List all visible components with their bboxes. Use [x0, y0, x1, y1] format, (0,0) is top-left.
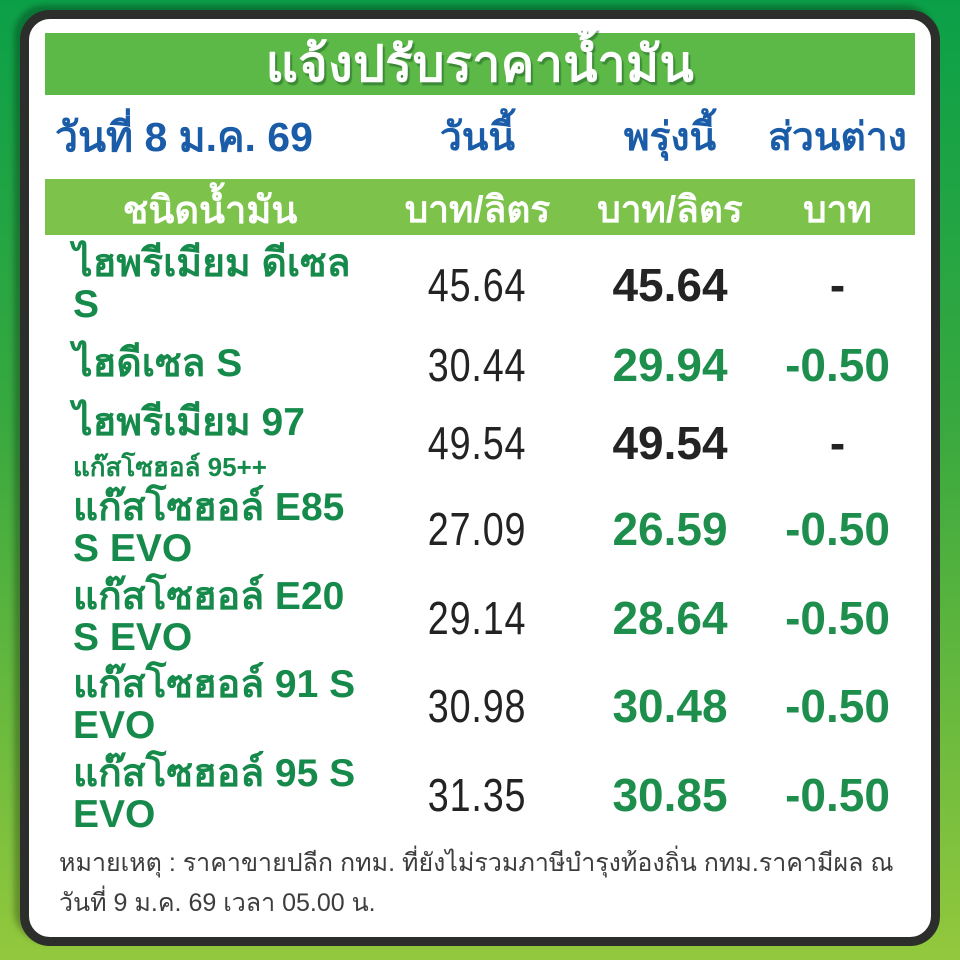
price-tomorrow: 30.48	[612, 680, 728, 733]
price-announcement-card: แจ้งปรับราคาน้ำมัน วันที่ 8 ม.ค. 69 วันน…	[20, 10, 940, 946]
footnote: หมายเหตุ : ราคาขายปลีก กทม. ที่ยังไม่รวม…	[45, 843, 915, 927]
price-difference: -0.50	[785, 503, 890, 556]
footnote-text: หมายเหตุ : ราคาขายปลีก กทม. ที่ยังไม่รวม…	[59, 849, 894, 917]
price-difference: -0.50	[785, 680, 890, 733]
table-header-row: ชนิดน้ำมัน บาท/ลิตร บาท/ลิตร บาท	[45, 179, 915, 235]
fuel-name: แก๊สโซฮอล์ 91 S EVO	[73, 663, 356, 748]
diff-unit-header: บาท	[803, 189, 872, 230]
date-header-row: วันที่ 8 ม.ค. 69 วันนี้ พรุ่งนี้ ส่วนต่า…	[45, 95, 915, 179]
fuel-name-main: ไฮพรีเมียม 97	[73, 401, 305, 445]
fuel-name: แก๊สโซฮอล์ 95 S EVO	[73, 751, 356, 836]
price-tomorrow: 49.54	[612, 416, 728, 469]
fuel-name: แก๊สโซฮอล์ E85 S EVO	[73, 486, 345, 571]
price-tomorrow: 30.85	[612, 768, 728, 821]
fuel-name: ไฮพรีเมียม 97 แก๊สโซฮอล์ 95++	[45, 401, 375, 483]
title-banner: แจ้งปรับราคาน้ำมัน	[45, 33, 915, 95]
price-today: 31.35	[428, 768, 527, 821]
price-tomorrow: 26.59	[612, 503, 728, 556]
announcement-date: วันที่ 8 ม.ค. 69	[55, 113, 313, 160]
price-tomorrow: 29.94	[612, 338, 728, 391]
price-today: 49.54	[428, 416, 527, 469]
fuel-type-header: ชนิดน้ำมัน	[122, 190, 298, 232]
price-tomorrow: 28.64	[612, 591, 728, 644]
price-difference: -0.50	[785, 338, 890, 391]
tomorrow-unit-header: บาท/ลิตร	[597, 189, 743, 230]
price-today: 30.44	[428, 338, 527, 391]
table-row: ไฮพรีเมียม 97 แก๊สโซฮอล์ 95++ 49.54 49.5…	[45, 401, 915, 483]
fuel-name-subtitle: แก๊สโซฮอล์ 95++	[73, 452, 267, 483]
difference-column-label: ส่วนต่าง	[768, 116, 907, 159]
price-today: 30.98	[428, 680, 527, 733]
today-unit-header: บาท/ลิตร	[404, 189, 551, 230]
table-row: แก๊สโซฮอล์ 95 S EVO 31.35 30.85 -0.50	[45, 751, 915, 836]
price-table-body: ไฮพรีเมียม ดีเซล S 45.64 45.64 - ไฮดีเซล…	[45, 235, 915, 843]
tomorrow-column-label: พรุ่งนี้	[623, 116, 717, 159]
price-difference: -0.50	[785, 591, 890, 644]
today-column-label: วันนี้	[439, 116, 516, 159]
fuel-name: ไฮพรีเมียม ดีเซล S	[73, 242, 351, 327]
price-today: 27.09	[428, 503, 527, 556]
table-row: แก๊สโซฮอล์ 91 S EVO 30.98 30.48 -0.50	[45, 663, 915, 748]
price-difference: -	[829, 416, 846, 469]
price-today: 29.14	[428, 591, 527, 644]
page-title: แจ้งปรับราคาน้ำมัน	[265, 35, 695, 92]
price-today: 45.64	[428, 259, 527, 312]
price-difference: -0.50	[785, 768, 890, 821]
fuel-name: แก๊สโซฮอล์ E20 S EVO	[73, 574, 345, 659]
price-tomorrow: 45.64	[612, 259, 728, 312]
price-difference: -	[829, 259, 846, 312]
table-row: แก๊สโซฮอล์ E20 S EVO 29.14 28.64 -0.50	[45, 574, 915, 659]
fuel-name: ไฮดีเซล S	[73, 342, 243, 386]
table-row: ไฮพรีเมียม ดีเซล S 45.64 45.64 -	[45, 242, 915, 327]
table-row: แก๊สโซฮอล์ E85 S EVO 27.09 26.59 -0.50	[45, 486, 915, 571]
table-row: ไฮดีเซล S 30.44 29.94 -0.50	[45, 333, 915, 397]
